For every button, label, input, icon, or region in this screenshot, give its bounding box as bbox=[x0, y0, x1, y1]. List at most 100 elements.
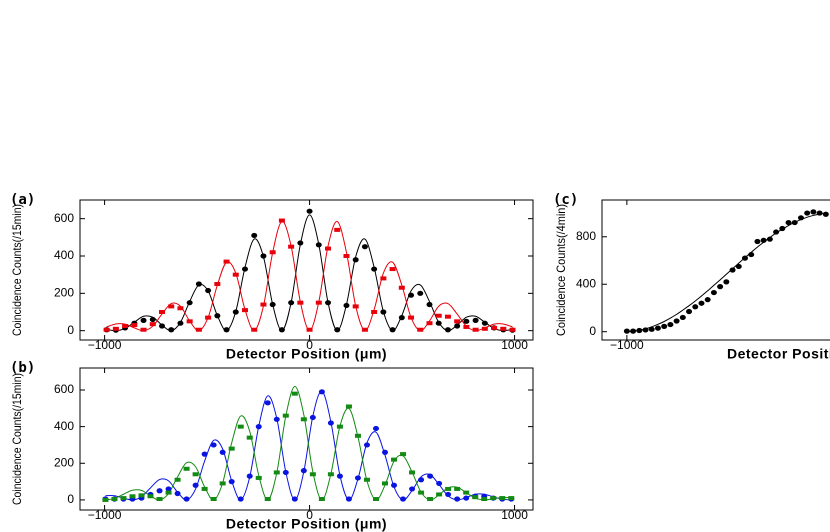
data-point bbox=[168, 304, 175, 309]
data-point bbox=[264, 400, 271, 406]
data-point bbox=[630, 328, 637, 334]
data-point bbox=[391, 457, 398, 462]
data-point bbox=[120, 496, 127, 501]
data-point bbox=[336, 473, 343, 479]
data-point bbox=[391, 482, 398, 488]
data-point bbox=[205, 287, 212, 294]
y-axis-title: Coincidence Counts(/15min) bbox=[10, 373, 24, 505]
data-point bbox=[435, 313, 442, 318]
data-point bbox=[667, 321, 674, 328]
data-point bbox=[797, 215, 804, 221]
data-point bbox=[816, 210, 823, 216]
data-point bbox=[454, 496, 461, 502]
data-point bbox=[472, 495, 479, 500]
data-point bbox=[345, 496, 352, 502]
data-point bbox=[363, 477, 370, 482]
data-point bbox=[201, 486, 208, 491]
data-point bbox=[500, 326, 507, 331]
data-point bbox=[336, 424, 343, 429]
y-tick-label: 400 bbox=[54, 419, 74, 433]
panel: (a) Detector Position (μm) Coincidence Cou… bbox=[10, 192, 534, 362]
data-point bbox=[140, 327, 147, 332]
data-point bbox=[408, 315, 415, 320]
data-point bbox=[463, 324, 470, 329]
data-point bbox=[214, 313, 221, 319]
x-tick-label: 0 bbox=[306, 508, 313, 522]
data-point bbox=[444, 327, 451, 333]
data-point bbox=[264, 497, 271, 502]
data-point bbox=[122, 324, 129, 328]
data-point bbox=[710, 289, 717, 296]
data-point bbox=[704, 297, 711, 303]
data-point bbox=[165, 490, 172, 495]
y-tick-label: 800 bbox=[576, 229, 596, 243]
axes-frame bbox=[79, 199, 534, 341]
data-point bbox=[315, 300, 322, 305]
x-tick-label: −1000 bbox=[88, 508, 122, 522]
data-point bbox=[361, 327, 368, 332]
data-point bbox=[156, 497, 163, 502]
data-point bbox=[327, 472, 334, 477]
data-point bbox=[223, 259, 230, 264]
data-point bbox=[686, 308, 693, 315]
data-point bbox=[723, 279, 730, 285]
y-tick-label: 400 bbox=[576, 276, 596, 290]
y-tick-label: 600 bbox=[54, 211, 74, 225]
data-point bbox=[269, 301, 276, 308]
data-point bbox=[741, 255, 748, 261]
data-point bbox=[291, 391, 298, 396]
data-point bbox=[232, 272, 239, 277]
data-point bbox=[804, 210, 811, 216]
data-point bbox=[426, 301, 433, 308]
data-point bbox=[748, 251, 755, 258]
data-point bbox=[445, 491, 452, 498]
data-point bbox=[315, 242, 322, 248]
data-point bbox=[436, 492, 443, 497]
data-point bbox=[463, 495, 470, 501]
data-point bbox=[454, 486, 461, 491]
data-point bbox=[679, 314, 686, 321]
data-point bbox=[509, 327, 516, 332]
data-point bbox=[773, 229, 780, 235]
data-point bbox=[228, 446, 235, 451]
data-point bbox=[192, 482, 199, 488]
data-point bbox=[779, 225, 786, 232]
panel: (b) Detector Position (μm) Coincidence Cou… bbox=[10, 360, 534, 532]
data-point bbox=[454, 319, 461, 324]
y-tick-label: 400 bbox=[54, 248, 74, 262]
data-point bbox=[138, 493, 145, 498]
data-point bbox=[345, 404, 352, 409]
data-point bbox=[306, 327, 313, 332]
data-point bbox=[398, 285, 405, 290]
data-point bbox=[131, 323, 138, 328]
data-point bbox=[195, 281, 202, 287]
data-point bbox=[255, 475, 262, 480]
x-axis-title: Detector Position (μm) bbox=[226, 516, 387, 532]
x-tick-label: 0 bbox=[306, 338, 313, 352]
panel-label: (b) bbox=[10, 360, 35, 376]
data-point bbox=[201, 451, 208, 457]
panel-label: (a) bbox=[10, 192, 35, 208]
y-tick-label: 200 bbox=[54, 455, 74, 469]
data-point bbox=[435, 320, 442, 326]
data-point bbox=[481, 326, 488, 331]
data-point bbox=[481, 497, 488, 502]
data-point bbox=[158, 310, 165, 314]
data-point bbox=[673, 318, 680, 324]
data-point bbox=[398, 315, 405, 321]
data-point bbox=[246, 473, 253, 479]
data-point bbox=[363, 442, 370, 448]
x-tick-label: 1000 bbox=[501, 338, 528, 352]
data-point bbox=[325, 246, 332, 251]
y-tick-label: 0 bbox=[67, 323, 74, 337]
data-point bbox=[177, 320, 184, 326]
axes-frame bbox=[601, 199, 830, 341]
data-point bbox=[654, 325, 661, 331]
data-point bbox=[219, 449, 226, 455]
data-point bbox=[490, 496, 497, 501]
data-point bbox=[418, 477, 425, 483]
data-point bbox=[371, 266, 378, 272]
data-point bbox=[426, 321, 433, 326]
fit-curve bbox=[106, 214, 513, 332]
x-tick-label: 1000 bbox=[501, 508, 528, 522]
